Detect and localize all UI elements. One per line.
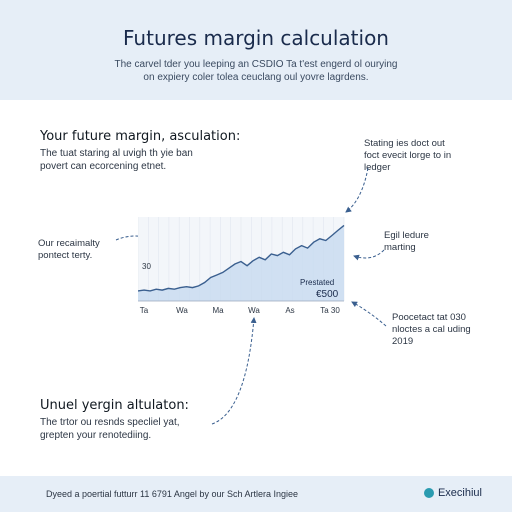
note-top-right: Stating ies doct out foct evecit lorge t… — [364, 138, 451, 174]
series-line — [137, 224, 345, 292]
chart-annotation-label: Prestated — [300, 278, 334, 287]
chart-annotation-value: €500 — [316, 289, 339, 300]
arrow-bottom-right — [351, 301, 387, 327]
x-tick-label: Ta — [140, 306, 149, 315]
note-line: marting — [384, 242, 416, 253]
note-line: Egil ledure — [384, 230, 429, 241]
brand-logo-icon — [423, 488, 434, 498]
x-tick-label: Wa — [176, 306, 188, 315]
x-tick-label: As — [285, 306, 294, 315]
note-line: Stating ies doct out — [364, 138, 445, 149]
note-left: Our recaimalty pontect terty. — [38, 238, 100, 262]
footer-bar: Dyeed a poertial futturr 11 6791 Angel b… — [0, 476, 512, 512]
section-body-margin: The tuat staring al uvigh th yie ban pov… — [40, 147, 193, 173]
arrow-mid-right — [353, 249, 385, 261]
section-body-line: The trtor ou resnds specliel yat, — [40, 417, 180, 428]
page-title: Futures margin calculation — [123, 26, 389, 50]
series-area — [138, 225, 344, 301]
note-line: foct evecit lorge to in — [364, 150, 452, 161]
brand-name: Execihiul — [437, 487, 482, 499]
margin-chart: Ta Wa Ma Wa As Ta 30 30 Prestated €500 — [137, 215, 352, 321]
note-line: Our recaimalty — [38, 238, 100, 249]
section-body-calculation: The trtor ou resnds specliel yat, grepte… — [40, 416, 180, 442]
note-line: 2019 — [392, 336, 414, 347]
x-tick-label: Ma — [212, 306, 224, 315]
section-heading-margin: Your future margin, asculation: — [40, 129, 241, 144]
note-line: pontect terty. — [38, 250, 93, 261]
x-tick-label: Wa — [248, 306, 260, 315]
footer-text: Dyeed a poertial futturr 11 6791 Angel b… — [46, 489, 298, 499]
section-body-line: povert can ecorcening etnet. — [40, 161, 167, 172]
subtitle-line: The carvel tder you leeping an CSDIO Ta … — [114, 59, 398, 70]
section-heading-calculation: Unuel yergin altulaton: — [40, 398, 189, 413]
section-body-line: grepten your renotediing. — [40, 430, 152, 441]
note-line: ledger — [364, 162, 391, 173]
note-mid-right: Egil ledure marting — [384, 230, 429, 254]
subtitle-line: on expiery coler tolea ceuclang oul yovr… — [143, 72, 369, 83]
note-line: Poocetact tat 030 — [392, 312, 466, 323]
chart-canvas: Ta Wa Ma Wa As Ta 30 30 Prestated €500 — [137, 217, 345, 315]
y-tick-label: 30 — [142, 262, 151, 271]
page-subtitle: The carvel tder you leeping an CSDIO Ta … — [0, 58, 512, 84]
arrow-top-right — [345, 167, 369, 213]
header-banner: Futures margin calculation The carvel td… — [0, 0, 512, 100]
brand-link[interactable]: Execihiul — [423, 487, 482, 499]
arrow-bottom-left — [211, 317, 257, 425]
note-bottom-right: Poocetact tat 030 nloctes a cal uding 20… — [392, 312, 471, 348]
note-line: nloctes a cal uding — [392, 324, 471, 335]
x-tick-label: Ta 30 — [320, 306, 340, 315]
section-body-line: The tuat staring al uvigh th yie ban — [40, 148, 193, 159]
